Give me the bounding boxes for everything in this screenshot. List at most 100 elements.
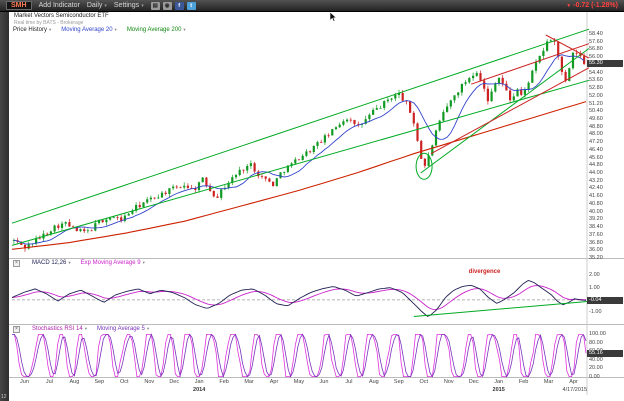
legend-item[interactable]: Stochastics RSI 14 ▾	[32, 326, 87, 332]
legend-item-label: Exp Moving Average 9	[80, 260, 141, 266]
month-label: Oct	[419, 379, 429, 385]
axis-tick-label: 38.40	[589, 224, 603, 231]
month-label: Feb	[518, 379, 529, 385]
divergence-annotation-label: divergence	[468, 268, 501, 275]
legend-item[interactable]: Moving Average 5 ▾	[97, 326, 149, 332]
axis-tick-label: 49.60	[589, 115, 603, 122]
symbol-subtitle: Real time by BATS - Brokerage	[14, 20, 84, 26]
axis-tick-label: 57.60	[589, 38, 603, 45]
axis-tick-label: 100.00	[589, 331, 606, 337]
month-label: Oct	[120, 379, 129, 385]
legend-item-label: Price History	[13, 27, 48, 33]
period-label: Daily	[86, 2, 103, 9]
axis-tick-label: 51.20	[589, 100, 603, 107]
month-label: Dec	[468, 379, 479, 385]
price-panel-legend: Price History ▾ Moving Average 20 ▾ Moving A…	[13, 26, 186, 34]
axis-tick-label: 41.60	[589, 193, 603, 200]
month-label: Mar	[244, 379, 254, 385]
legend-item[interactable]: Moving Average 20 ▾	[61, 27, 117, 33]
chevron-down-icon: ▾	[49, 27, 52, 32]
axis-tick-label: 80.00	[589, 339, 603, 346]
month-label: Nov	[443, 379, 454, 385]
month-label: May	[293, 379, 305, 385]
year-label: 2014	[193, 387, 206, 393]
symbol-input[interactable]: SMH	[6, 1, 32, 10]
chevron-down-icon: ▾	[141, 3, 144, 9]
year-label: 2015	[492, 387, 505, 393]
month-label: Apr	[269, 379, 279, 385]
axis-tick-label: 44.00	[589, 170, 603, 177]
chevron-down-icon: ▾	[104, 3, 107, 9]
month-label: Aug	[368, 379, 379, 385]
legend-item-label: Moving Average 20	[61, 27, 113, 33]
axis-tick-label: 40.00	[589, 208, 603, 215]
month-label: Jul	[45, 379, 53, 385]
print-icon[interactable]: ▤	[150, 1, 160, 10]
month-label: Jan	[194, 379, 204, 385]
chevron-down-icon: ▾	[146, 326, 150, 331]
price-change: ▼ -0.72 (-1.28%)	[566, 2, 618, 9]
add-indicator-button[interactable]: Add Indicator	[38, 2, 80, 9]
axis-tick-label: 45.60	[589, 154, 603, 161]
legend-item-label: Moving Average 5	[96, 326, 145, 332]
axis-tick-label: 1.00	[589, 284, 600, 291]
axis-tick-label: 48.00	[589, 131, 603, 138]
chevron-down-icon: ▾	[183, 27, 186, 32]
axis-tick-label: 52.80	[589, 85, 603, 92]
legend-item[interactable]: Exp Moving Average 9 ▾	[81, 260, 145, 266]
axis-tick-label: 48.80	[589, 123, 603, 130]
axis-tick-label: 36.80	[589, 239, 603, 246]
month-label: Sep	[94, 379, 105, 385]
macd-value-badge: -0.04	[587, 296, 623, 304]
collapsed-sidebar-strip[interactable]: 12	[0, 12, 9, 401]
chevron-down-icon: ▾	[68, 260, 71, 265]
legend-item-label: MACD 12,26	[32, 260, 67, 266]
axis-tick-label: 56.00	[589, 54, 603, 61]
axis-tick-label: 52.00	[589, 92, 603, 99]
camera-icon[interactable]: ◉	[162, 1, 172, 10]
month-label: Jun	[319, 379, 329, 385]
legend-item[interactable]: Price History ▾	[13, 27, 51, 33]
month-label: Feb	[219, 379, 229, 385]
facebook-icon[interactable]: f	[174, 1, 184, 10]
axis-tick-label: 20.00	[589, 365, 603, 372]
axis-tick-label: -1.00	[589, 309, 602, 316]
axis-tick-label: 36.00	[589, 247, 603, 254]
axis-tick-label: 47.20	[589, 139, 603, 146]
month-label: Jun	[20, 379, 29, 385]
settings-label: Settings	[113, 2, 140, 9]
legend-item[interactable]: MACD 12,26 ▾	[32, 260, 71, 266]
month-label: Nov	[144, 379, 155, 385]
twitter-icon[interactable]: t	[186, 1, 196, 10]
axis-tick-label: 43.20	[589, 177, 603, 184]
legend-item-label: Moving Average 200	[126, 27, 182, 33]
legend-item[interactable]: Moving Average 200 ▾	[127, 27, 186, 33]
stoch-value-badge: 55.16	[587, 349, 623, 357]
axis-tick-label: 54.40	[589, 69, 603, 76]
chevron-down-icon: ▾	[142, 260, 145, 265]
axis-tick-label: 35.20	[589, 255, 603, 261]
price-change-text: -0.72 (-1.28%)	[573, 2, 618, 9]
month-label: Aug	[69, 379, 80, 385]
month-label: Apr	[569, 379, 578, 385]
legend-item-label: Stochastics RSI 14	[32, 326, 83, 332]
settings-dropdown[interactable]: Settings ▾	[114, 1, 144, 10]
current-date-label: 4/17/2015	[562, 387, 587, 393]
period-dropdown[interactable]: Daily ▾	[87, 1, 107, 10]
axis-tick-label: 44.80	[589, 162, 603, 169]
close-macd-panel-button[interactable]: ×	[13, 259, 20, 267]
stoch-panel-legend: × Stochastics RSI 14 ▾ Moving Average 5 ▾	[13, 325, 149, 333]
month-label: Sep	[393, 379, 404, 385]
axis-tick-label: 40.80	[589, 200, 603, 207]
symbol-name: Market Vectors Semiconductor ETF	[14, 13, 109, 19]
close-stoch-panel-button[interactable]: ×	[13, 325, 20, 333]
down-arrow-icon: ▼	[566, 2, 572, 9]
month-label: Jan	[494, 379, 504, 385]
axis-tick-label: 50.40	[589, 108, 603, 115]
axis-tick-label: 56.80	[589, 46, 603, 53]
chevron-down-icon: ▾	[84, 326, 87, 331]
chevron-down-icon: ▾	[114, 27, 117, 32]
top-toolbar: SMH Add Indicator Daily ▾ Settings ▾ ▤ ◉ f t …	[0, 0, 624, 12]
